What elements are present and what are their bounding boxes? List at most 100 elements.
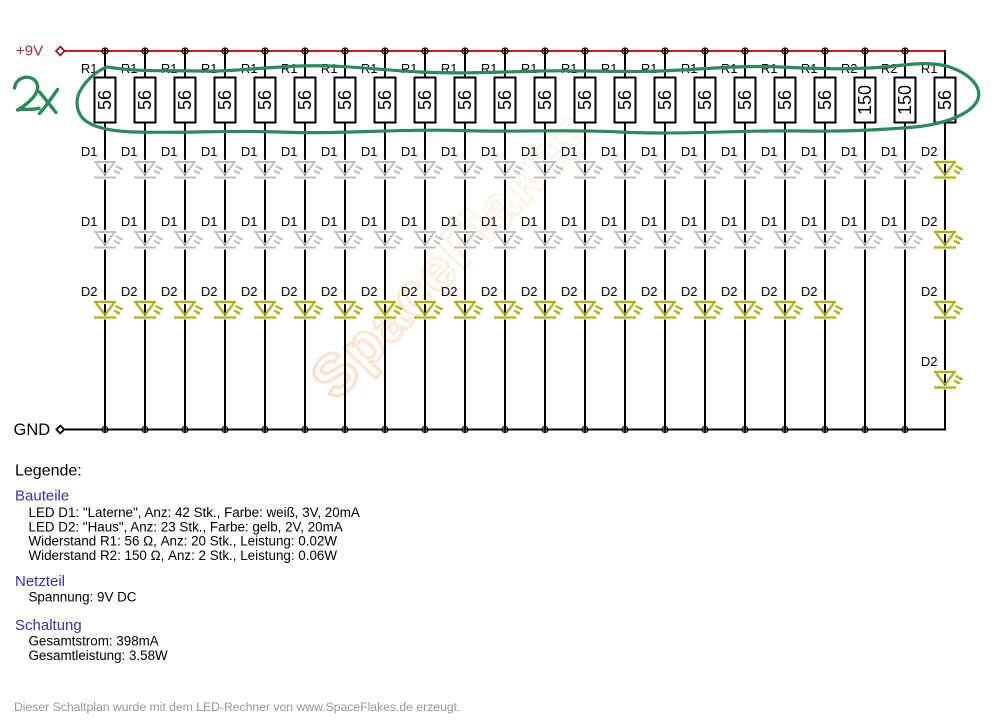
svg-text:D1: D1 <box>721 214 738 229</box>
svg-text:D1: D1 <box>441 144 458 159</box>
svg-text:R1: R1 <box>281 61 298 76</box>
svg-text:56: 56 <box>215 90 235 110</box>
svg-text:R2: R2 <box>881 61 898 76</box>
svg-text:150: 150 <box>855 85 875 115</box>
svg-text:Schaltung: Schaltung <box>15 617 82 634</box>
svg-text:D1: D1 <box>401 214 418 229</box>
svg-text:D2: D2 <box>121 284 138 299</box>
svg-text:D1: D1 <box>721 144 738 159</box>
svg-text:56: 56 <box>535 90 555 110</box>
svg-text:D2: D2 <box>161 284 178 299</box>
svg-text:D1: D1 <box>81 214 98 229</box>
svg-text:D1: D1 <box>601 214 618 229</box>
svg-text:D1: D1 <box>561 214 578 229</box>
svg-text:D2: D2 <box>361 284 378 299</box>
svg-text:56: 56 <box>815 90 835 110</box>
svg-text:Netzteil: Netzteil <box>15 573 65 590</box>
svg-text:56: 56 <box>175 90 195 110</box>
svg-text:D1: D1 <box>481 144 498 159</box>
svg-text:D2: D2 <box>921 144 938 159</box>
svg-text:D1: D1 <box>521 144 538 159</box>
svg-text:56: 56 <box>615 90 635 110</box>
svg-text:D1: D1 <box>641 144 658 159</box>
svg-text:56: 56 <box>455 90 475 110</box>
svg-text:D2: D2 <box>521 284 538 299</box>
svg-text:Bauteile: Bauteile <box>15 488 69 505</box>
svg-text:D1: D1 <box>361 144 378 159</box>
svg-text:D1: D1 <box>161 144 178 159</box>
svg-text:D2: D2 <box>801 284 818 299</box>
svg-text:D1: D1 <box>321 144 338 159</box>
svg-text:D2: D2 <box>321 284 338 299</box>
svg-text:R1: R1 <box>401 61 418 76</box>
svg-text:56: 56 <box>695 90 715 110</box>
svg-text:GND: GND <box>14 421 51 439</box>
svg-text:D2: D2 <box>721 284 738 299</box>
svg-text:D2: D2 <box>761 284 778 299</box>
svg-text:D1: D1 <box>481 214 498 229</box>
svg-text:56: 56 <box>95 90 115 110</box>
svg-text:56: 56 <box>255 90 275 110</box>
svg-text:D1: D1 <box>841 214 858 229</box>
svg-text:D2: D2 <box>281 284 298 299</box>
svg-text:R1: R1 <box>641 61 658 76</box>
svg-text:D2: D2 <box>561 284 578 299</box>
svg-text:56: 56 <box>415 90 435 110</box>
svg-text:R1: R1 <box>601 61 618 76</box>
svg-text:56: 56 <box>375 90 395 110</box>
svg-text:56: 56 <box>135 90 155 110</box>
svg-text:D1: D1 <box>761 144 778 159</box>
svg-text:D1: D1 <box>761 214 778 229</box>
svg-text:D1: D1 <box>121 214 138 229</box>
svg-text:D1: D1 <box>201 214 218 229</box>
svg-text:Widerstand R2: 150 Ω, Anz: 2 S: Widerstand R2: 150 Ω, Anz: 2 Stk., Leist… <box>29 548 338 563</box>
svg-text:Gesamtleistung: 3.58W: Gesamtleistung: 3.58W <box>29 648 169 663</box>
svg-text:Legende:: Legende: <box>15 463 82 480</box>
svg-text:D1: D1 <box>881 214 898 229</box>
svg-text:D2: D2 <box>441 284 458 299</box>
svg-text:R1: R1 <box>561 61 578 76</box>
svg-text:56: 56 <box>295 90 315 110</box>
svg-text:D1: D1 <box>801 214 818 229</box>
svg-text:D2: D2 <box>641 284 658 299</box>
svg-text:D1: D1 <box>241 214 258 229</box>
svg-text:56: 56 <box>495 90 515 110</box>
svg-text:D2: D2 <box>921 354 938 369</box>
svg-text:D1: D1 <box>841 144 858 159</box>
svg-text:Dieser Schaltplan wurde mit de: Dieser Schaltplan wurde mit dem LED-Rech… <box>14 700 460 714</box>
svg-text:R1: R1 <box>521 61 538 76</box>
svg-text:56: 56 <box>775 90 795 110</box>
svg-text:56: 56 <box>655 90 675 110</box>
svg-text:R1: R1 <box>161 61 178 76</box>
svg-text:D1: D1 <box>881 144 898 159</box>
svg-text:Widerstand R1: 56 Ω, Anz: 20 S: Widerstand R1: 56 Ω, Anz: 20 Stk., Leist… <box>29 534 338 549</box>
svg-text:D2: D2 <box>601 284 618 299</box>
svg-text:D2: D2 <box>921 214 938 229</box>
svg-text:D1: D1 <box>241 144 258 159</box>
svg-text:56: 56 <box>575 90 595 110</box>
svg-text:R1: R1 <box>321 61 338 76</box>
svg-text:D1: D1 <box>561 144 578 159</box>
svg-text:D1: D1 <box>121 144 138 159</box>
svg-text:R1: R1 <box>201 61 218 76</box>
svg-text:D2: D2 <box>401 284 418 299</box>
svg-text:D1: D1 <box>601 144 618 159</box>
svg-text:D1: D1 <box>161 214 178 229</box>
svg-text:D1: D1 <box>521 214 538 229</box>
svg-text:Gesamtstrom: 398mA: Gesamtstrom: 398mA <box>29 633 159 648</box>
svg-text:D1: D1 <box>681 214 698 229</box>
svg-text:LED D1: "Laterne", Anz: 42 Stk: LED D1: "Laterne", Anz: 42 Stk., Farbe: … <box>29 505 360 520</box>
svg-text:D1: D1 <box>201 144 218 159</box>
svg-text:D1: D1 <box>681 144 698 159</box>
svg-text:150: 150 <box>895 85 915 115</box>
svg-text:D1: D1 <box>641 214 658 229</box>
svg-text:D1: D1 <box>801 144 818 159</box>
svg-text:D1: D1 <box>321 214 338 229</box>
svg-text:D1: D1 <box>281 214 298 229</box>
svg-text:LED D2: "Haus", Anz: 23 Stk.,: LED D2: "Haus", Anz: 23 Stk., Farbe: gel… <box>29 519 343 534</box>
svg-text:56: 56 <box>735 90 755 110</box>
svg-text:D1: D1 <box>441 214 458 229</box>
svg-text:D1: D1 <box>281 144 298 159</box>
svg-text:56: 56 <box>935 90 955 110</box>
svg-text:D2: D2 <box>921 284 938 299</box>
